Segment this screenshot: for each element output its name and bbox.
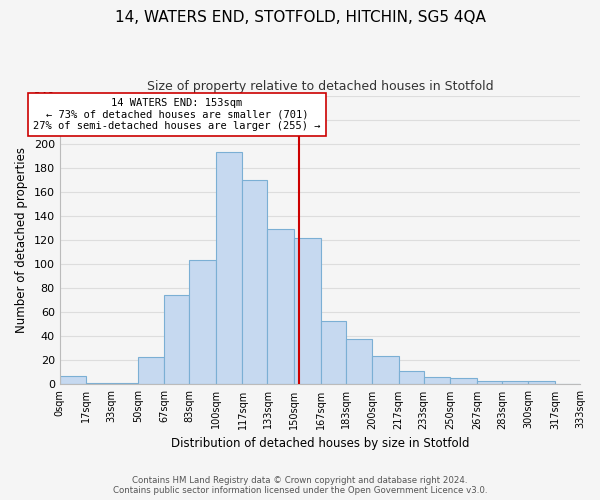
Y-axis label: Number of detached properties: Number of detached properties xyxy=(15,147,28,333)
Bar xyxy=(451,378,477,384)
Bar xyxy=(268,229,294,384)
Bar xyxy=(294,238,320,384)
Bar xyxy=(190,260,216,384)
Title: Size of property relative to detached houses in Stotfold: Size of property relative to detached ho… xyxy=(146,80,493,93)
Bar xyxy=(86,383,111,384)
X-axis label: Distribution of detached houses by size in Stotfold: Distribution of detached houses by size … xyxy=(170,437,469,450)
Bar xyxy=(164,296,190,384)
Bar xyxy=(424,377,451,384)
Bar xyxy=(502,381,529,384)
Bar xyxy=(320,320,346,384)
Bar xyxy=(477,381,502,384)
Text: 14 WATERS END: 153sqm
← 73% of detached houses are smaller (701)
27% of semi-det: 14 WATERS END: 153sqm ← 73% of detached … xyxy=(33,98,320,131)
Text: 14, WATERS END, STOTFOLD, HITCHIN, SG5 4QA: 14, WATERS END, STOTFOLD, HITCHIN, SG5 4… xyxy=(115,10,485,25)
Bar xyxy=(372,356,399,384)
Bar xyxy=(138,356,164,384)
Bar xyxy=(242,180,268,384)
Text: Contains HM Land Registry data © Crown copyright and database right 2024.
Contai: Contains HM Land Registry data © Crown c… xyxy=(113,476,487,495)
Bar xyxy=(346,338,372,384)
Bar xyxy=(59,376,86,384)
Bar xyxy=(399,371,424,384)
Bar xyxy=(216,152,242,384)
Bar xyxy=(529,381,555,384)
Bar xyxy=(111,383,138,384)
